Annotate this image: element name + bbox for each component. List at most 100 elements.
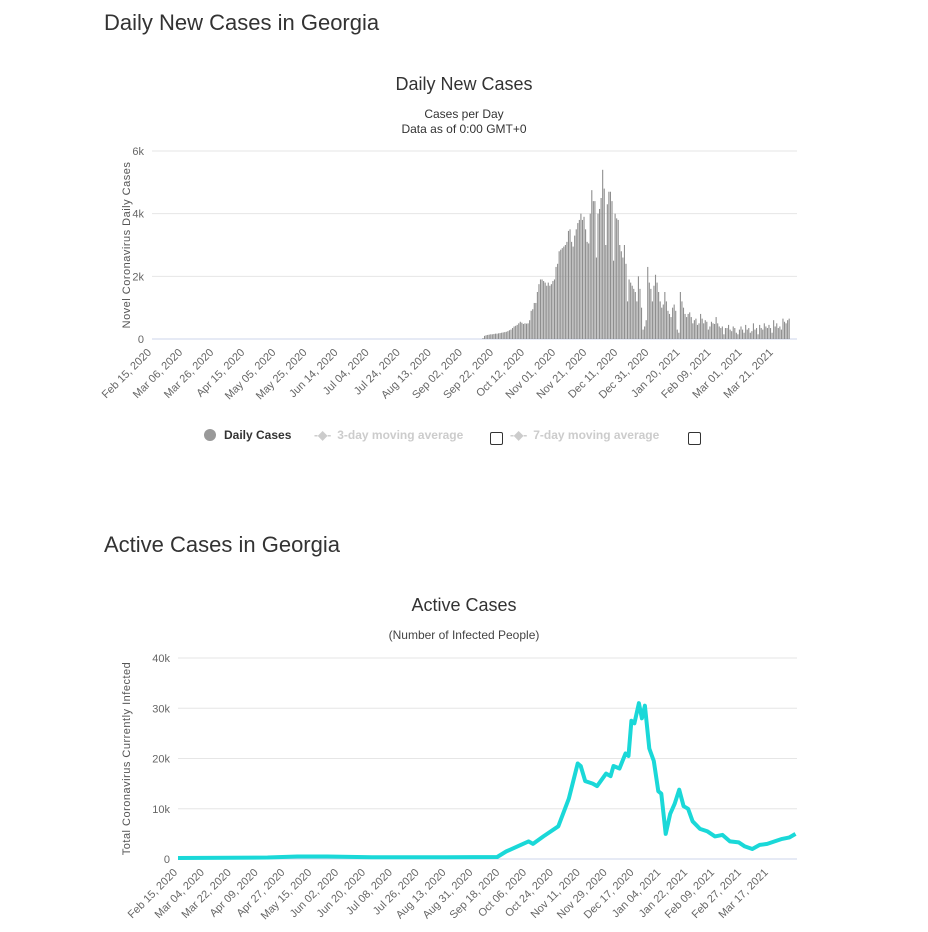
bar <box>760 328 762 339</box>
bar <box>686 317 688 339</box>
bar <box>672 307 674 339</box>
y-tick-label: 6k <box>132 146 144 158</box>
bar <box>721 326 723 339</box>
legend-label: 7-day moving average <box>533 428 660 442</box>
bar <box>550 284 552 339</box>
legend-daily-cases[interactable]: Daily Cases <box>204 428 291 442</box>
bar <box>626 301 629 339</box>
y-tick-label: 10k <box>152 804 170 816</box>
bar <box>555 266 557 339</box>
bar <box>723 334 725 339</box>
bar <box>763 323 765 339</box>
bar <box>783 321 786 339</box>
bar <box>653 285 655 339</box>
bar <box>776 323 778 339</box>
bar <box>519 321 521 339</box>
bar <box>606 204 608 339</box>
bar <box>650 288 652 339</box>
y-axis-title: Novel Coronavirus Daily Cases <box>121 162 133 329</box>
bar <box>572 246 574 339</box>
bar <box>634 292 636 339</box>
legend-7day-average[interactable]: -◆- 7-day moving average <box>510 428 659 442</box>
bar <box>785 323 787 339</box>
bar <box>633 288 635 339</box>
bar <box>539 279 542 339</box>
bar <box>661 307 663 339</box>
bar <box>658 292 660 339</box>
bar <box>484 335 486 339</box>
bar <box>717 323 719 339</box>
bar <box>533 302 535 339</box>
bar <box>628 279 630 339</box>
bar <box>521 322 523 339</box>
bar <box>535 302 537 339</box>
bar <box>497 333 500 339</box>
bar <box>599 208 601 339</box>
7day-average-checkbox[interactable] <box>688 432 701 445</box>
bar <box>712 323 714 339</box>
bar <box>682 307 685 339</box>
bar <box>511 328 514 339</box>
active-cases-line <box>177 701 797 860</box>
bar <box>780 329 782 339</box>
bar <box>695 318 697 339</box>
3day-average-checkbox[interactable] <box>490 432 503 445</box>
bar <box>647 266 649 339</box>
bar <box>608 191 610 339</box>
daily-cases-heading: Daily New Cases in Georgia <box>104 10 380 35</box>
bar <box>529 320 531 339</box>
bar <box>501 332 503 339</box>
bar <box>675 310 677 339</box>
bar <box>588 243 590 339</box>
bar <box>779 326 781 339</box>
bar <box>560 249 562 339</box>
bar <box>771 332 773 339</box>
bar <box>611 201 613 339</box>
bar <box>499 333 501 339</box>
bar <box>496 333 498 339</box>
y-axis-title: Total Coronavirus Currently Infected <box>121 662 133 855</box>
bar <box>508 330 510 339</box>
circle-icon <box>204 429 216 441</box>
bar <box>742 329 744 339</box>
bar <box>726 328 728 339</box>
bar <box>631 285 633 339</box>
bar <box>619 245 621 339</box>
bar <box>673 304 675 339</box>
bar <box>752 323 754 339</box>
bar <box>525 323 528 339</box>
bar <box>589 213 591 339</box>
bar <box>640 307 643 339</box>
bar <box>777 328 779 339</box>
bar <box>731 331 733 339</box>
bar <box>768 324 770 339</box>
bar <box>690 317 692 339</box>
bar <box>538 284 540 339</box>
bar <box>735 332 737 339</box>
bar <box>504 332 506 339</box>
bar <box>724 328 727 339</box>
bar <box>544 282 546 339</box>
bar <box>482 338 484 339</box>
bar <box>546 285 548 339</box>
bar <box>782 318 784 339</box>
line-marker-icon: -◆- <box>314 428 332 442</box>
bar <box>720 328 722 339</box>
legend-3day-average[interactable]: -◆- 3-day moving average <box>314 428 463 442</box>
bar <box>644 326 646 339</box>
bar <box>687 313 689 339</box>
bar <box>706 321 708 339</box>
bar <box>605 245 607 339</box>
bar <box>656 282 658 339</box>
bar <box>567 230 570 339</box>
bar <box>704 320 706 339</box>
bar <box>552 281 554 339</box>
active-cases-heading: Active Cases in Georgia <box>104 532 340 557</box>
bar <box>664 292 666 339</box>
bar <box>645 320 647 339</box>
bar <box>515 325 517 339</box>
bar <box>734 328 736 339</box>
chart2-subtitle: (Number of Infected People) <box>388 628 540 642</box>
bar <box>774 326 776 339</box>
chart1-title: Daily New Cases <box>395 74 533 94</box>
